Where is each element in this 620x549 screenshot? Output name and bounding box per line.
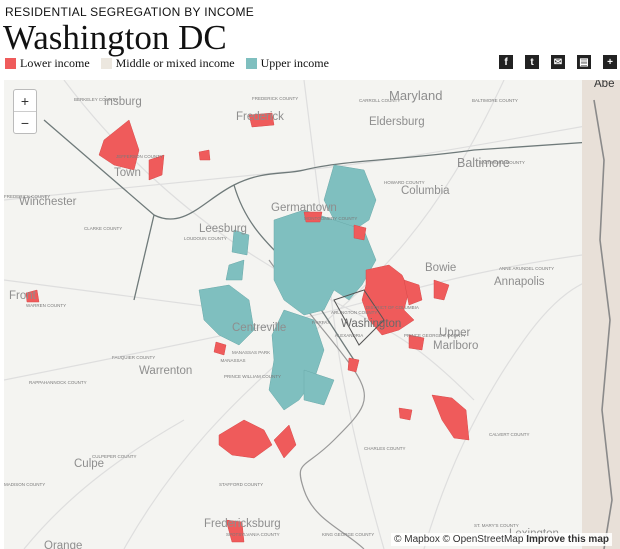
county-label: KING GEORGE COUNTY [322, 532, 375, 537]
legend-label: Upper income [260, 55, 329, 70]
county-label: PRINCE WILLIAM COUNTY [224, 374, 282, 379]
email-icon[interactable]: ✉ [551, 55, 565, 69]
map-attribution: © Mapbox © OpenStreetMap Improve this ma… [391, 533, 612, 546]
label-baltimore: Baltimore [457, 156, 510, 170]
county-label: MANASSAS PARK [232, 350, 271, 355]
label-culpeper: Culpe [74, 458, 105, 470]
label-columbia: Columbia [401, 185, 450, 197]
county-label: BERKELEY COUNTY [74, 97, 118, 102]
county-label: DISTRICT OF COLUMBIA [366, 305, 419, 310]
facebook-icon[interactable]: f [499, 55, 513, 69]
county-label: CHARLES COUNTY [364, 446, 406, 451]
legend-middle-income: Middle or mixed income [100, 55, 235, 71]
label-eldersburg: Eldersburg [369, 116, 425, 128]
label-front-royal: Front [9, 290, 36, 302]
label-maryland: Maryland [389, 88, 443, 103]
legend-label: Lower income [20, 55, 90, 70]
mapbox-link[interactable]: © Mapbox [394, 534, 440, 545]
county-label: FREDERICK COUNTY [252, 96, 299, 101]
legend-label: Middle or mixed income [115, 55, 235, 70]
label-winchester: Winchester [19, 196, 77, 208]
county-label: RAPPAHANNOCK COUNTY [29, 380, 87, 385]
twitter-icon[interactable]: t [525, 55, 539, 69]
label-washington: Washington [341, 318, 402, 330]
county-label: LOUDOUN COUNTY [184, 236, 227, 241]
county-label: WARREN COUNTY [26, 303, 67, 308]
add-icon[interactable]: + [603, 55, 617, 69]
map[interactable]: Maryland insburg Frederick Eldersburg Ba… [4, 80, 620, 549]
county-label: CALVERT COUNTY [489, 432, 530, 437]
legend-upper-income: Upper income [245, 55, 329, 71]
county-label: STAFFORD COUNTY [219, 482, 264, 487]
label-fredericksburg: Fredericksburg [204, 518, 281, 530]
county-label: ST. MARY'S COUNTY [474, 523, 519, 528]
page-title: Washington DC [3, 18, 227, 57]
county-label: ARLINGTON COUNTY [331, 310, 378, 315]
county-label: FAIRFAX [311, 320, 331, 325]
label-warrenton: Warrenton [139, 365, 193, 377]
label-orange: Orange [44, 540, 83, 549]
county-label: FREDERICK COUNTY [4, 194, 51, 199]
county-label: ANNE ARUNDEL COUNTY [499, 266, 555, 271]
county-label: MANASSAS [220, 358, 246, 363]
osm-link[interactable]: © OpenStreetMap [442, 534, 524, 545]
kicker: RESIDENTIAL SEGREGATION BY INCOME [5, 5, 255, 19]
legend-lower-income: Lower income [5, 56, 90, 71]
upper-income-areas [198, 164, 377, 411]
label-frederick: Frederick [236, 111, 284, 123]
county-label: JEFFERSON COUNTY [116, 154, 164, 159]
label-annapolis: Annapolis [494, 276, 545, 288]
chesapeake-bay [582, 80, 620, 549]
county-label: MONTGOMERY COUNTY [304, 216, 358, 221]
zoom-in-button[interactable]: + [14, 90, 36, 112]
county-label: CLARKE COUNTY [84, 226, 123, 231]
county-label: ALEXANDRIA [334, 333, 364, 338]
label-leesburg: Leesburg [199, 223, 247, 235]
county-label: BALTIMORE COUNTY [472, 98, 518, 103]
county-label: CULPEPER COUNTY [92, 454, 137, 459]
dc-outline [333, 289, 385, 346]
label-bowie: Bowie [425, 262, 457, 274]
county-label: PRINCE GEORGE'S COUNTY [404, 333, 467, 338]
zoom-out-button[interactable]: − [20, 114, 30, 131]
label-germantown: Germantown [271, 202, 337, 214]
share-toolbar: f t ✉ ▤ + [499, 55, 617, 69]
county-label: SPOTSYLVANIA COUNTY [226, 532, 280, 537]
county-label: MADISON COUNTY [4, 482, 46, 487]
label-town: Town [114, 167, 141, 179]
county-label: CARROLL COUNTY [359, 98, 401, 103]
lower-income-swatch [5, 57, 16, 69]
middle-income-swatch [100, 57, 112, 69]
county-label: FAUQUIER COUNTY [112, 355, 156, 360]
lower-income-areas [25, 112, 470, 543]
label-martinsburg: insburg [104, 96, 142, 108]
upper-income-swatch [245, 57, 257, 69]
improve-map-link[interactable]: Improve this map [526, 534, 609, 545]
label-upper: Upper [439, 327, 471, 339]
label-centreville: Centreville [232, 322, 287, 334]
county-label: BALTIMORE COUNTY [479, 160, 525, 165]
county-label: HOWARD COUNTY [384, 180, 425, 185]
road-network [4, 80, 620, 549]
potomac-river [268, 259, 365, 549]
label-marlboro: Marlboro [433, 340, 479, 352]
map-canvas [4, 80, 620, 549]
bay-coastline [593, 99, 613, 549]
zoom-control: + − [13, 89, 37, 134]
print-icon[interactable]: ▤ [577, 55, 591, 69]
legend: Lower income Middle or mixed income Uppe… [5, 56, 340, 70]
label-aberdeen: Abe [594, 80, 615, 90]
